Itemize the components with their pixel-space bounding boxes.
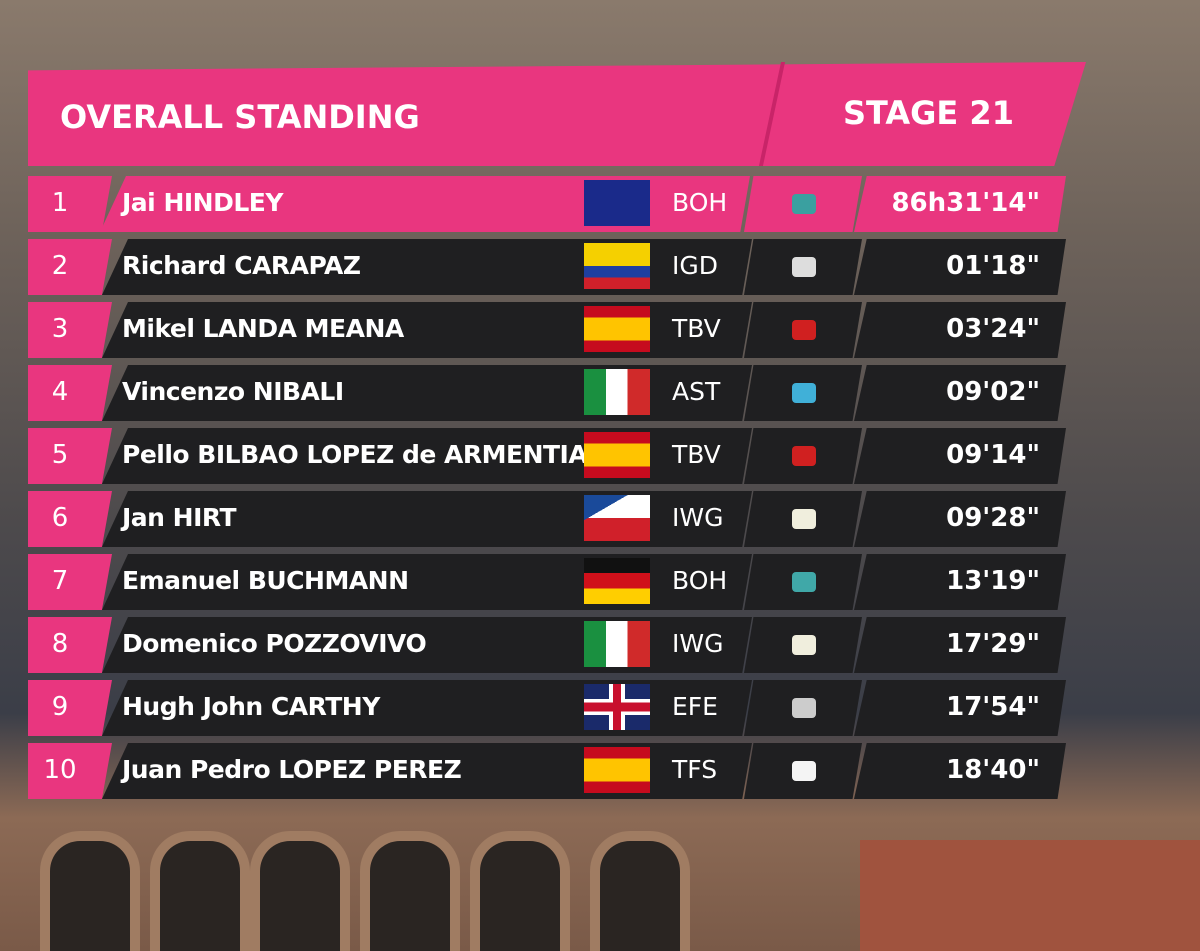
- time: 09'14": [946, 440, 1040, 470]
- flag: [584, 180, 650, 226]
- rider-name: Jan HIRT: [122, 503, 237, 532]
- flag: [584, 621, 650, 667]
- rank: 9: [51, 692, 69, 722]
- flag: [584, 306, 650, 352]
- arch: [470, 831, 570, 951]
- rank: 10: [43, 755, 77, 785]
- time: 86h31'14": [891, 188, 1040, 218]
- flag: [584, 684, 650, 730]
- rider-name: Vincenzo NIBALI: [122, 377, 344, 406]
- team: BOH: [672, 188, 728, 217]
- rank: 5: [51, 440, 69, 470]
- flag: [584, 495, 650, 541]
- rank-cell: [28, 239, 112, 295]
- flag: [584, 243, 650, 289]
- jersey-icon: [792, 257, 816, 277]
- jersey-icon: [792, 572, 816, 592]
- rank-cell: [28, 365, 112, 421]
- stage: STAGE 21: [843, 94, 1014, 132]
- jersey-icon: [792, 635, 816, 655]
- flag: [584, 432, 650, 478]
- arch: [150, 831, 250, 951]
- flag: [584, 558, 650, 604]
- time: 17'54": [946, 692, 1040, 722]
- time-cell: [854, 743, 1066, 799]
- time: 18'40": [946, 755, 1040, 785]
- rank-cell: [28, 554, 112, 610]
- jersey-icon: [792, 446, 816, 466]
- jersey-icon: [792, 194, 816, 214]
- rank-cell: [28, 617, 112, 673]
- jersey-icon: [792, 761, 816, 781]
- rank-cell: [28, 743, 112, 799]
- rider-name: Richard CARAPAZ: [122, 251, 361, 280]
- rank-cell: [28, 428, 112, 484]
- rank-cell: [28, 176, 112, 232]
- jersey-icon: [792, 320, 816, 340]
- rank-cell: [28, 491, 112, 547]
- roof: [860, 840, 1200, 951]
- team: IGD: [672, 251, 718, 280]
- time-cell: [854, 428, 1066, 484]
- rank: 1: [51, 188, 69, 218]
- rank: 3: [51, 314, 69, 344]
- time: 01'18": [946, 251, 1040, 281]
- team: IWG: [672, 629, 724, 658]
- rider-name: Domenico POZZOVIVO: [122, 629, 427, 658]
- header-band: [28, 62, 1086, 166]
- time-cell: [854, 176, 1066, 232]
- team: IWG: [672, 503, 724, 532]
- time-cell: [854, 680, 1066, 736]
- time: 03'24": [946, 314, 1040, 344]
- time-cell: [854, 617, 1066, 673]
- jersey-icon: [792, 698, 816, 718]
- rank-cell: [28, 302, 112, 358]
- team: BOH: [672, 566, 728, 595]
- rider-name: Jai HINDLEY: [122, 188, 283, 217]
- time: 17'29": [946, 629, 1040, 659]
- jersey-icon: [792, 509, 816, 529]
- time-cell: [854, 365, 1066, 421]
- team: EFE: [672, 692, 718, 721]
- flag: [584, 369, 650, 415]
- time-cell: [854, 491, 1066, 547]
- arch: [40, 831, 140, 951]
- flag: [584, 747, 650, 793]
- team: AST: [672, 377, 721, 406]
- time: 09'02": [946, 377, 1040, 407]
- rank: 2: [51, 251, 69, 281]
- arch: [360, 831, 460, 951]
- team: TFS: [672, 755, 718, 784]
- rank: 6: [51, 503, 69, 533]
- rider-name: Pello BILBAO LOPEZ de ARMENTIA: [122, 440, 588, 469]
- rider-name: Juan Pedro LOPEZ PEREZ: [122, 755, 462, 784]
- rank: 7: [51, 566, 69, 596]
- time-cell: [854, 302, 1066, 358]
- title: OVERALL STANDING: [60, 98, 420, 136]
- rank: 4: [51, 377, 69, 407]
- rider-name: Emanuel BUCHMANN: [122, 566, 409, 595]
- arch: [250, 831, 350, 951]
- team: TBV: [672, 314, 721, 343]
- rank-cell: [28, 680, 112, 736]
- team: TBV: [672, 440, 721, 469]
- time: 13'19": [946, 566, 1040, 596]
- time-cell: [854, 554, 1066, 610]
- time: 09'28": [946, 503, 1040, 533]
- time-cell: [854, 239, 1066, 295]
- arch: [590, 831, 690, 951]
- rider-name: Hugh John CARTHY: [122, 692, 380, 721]
- jersey-icon: [792, 383, 816, 403]
- rider-name: Mikel LANDA MEANA: [122, 314, 404, 343]
- rank: 8: [51, 629, 69, 659]
